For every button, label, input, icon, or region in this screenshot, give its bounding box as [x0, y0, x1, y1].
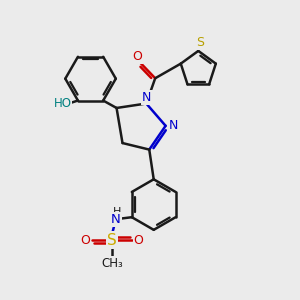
Text: HO: HO: [53, 97, 71, 110]
Text: O: O: [132, 50, 142, 63]
Text: H: H: [113, 207, 121, 217]
Text: O: O: [134, 234, 144, 247]
Text: N: N: [111, 213, 121, 226]
Text: CH₃: CH₃: [101, 257, 123, 270]
Text: S: S: [107, 232, 117, 247]
Text: S: S: [196, 36, 204, 49]
Text: O: O: [80, 234, 90, 247]
Text: N: N: [168, 119, 178, 132]
Text: N: N: [142, 91, 152, 104]
